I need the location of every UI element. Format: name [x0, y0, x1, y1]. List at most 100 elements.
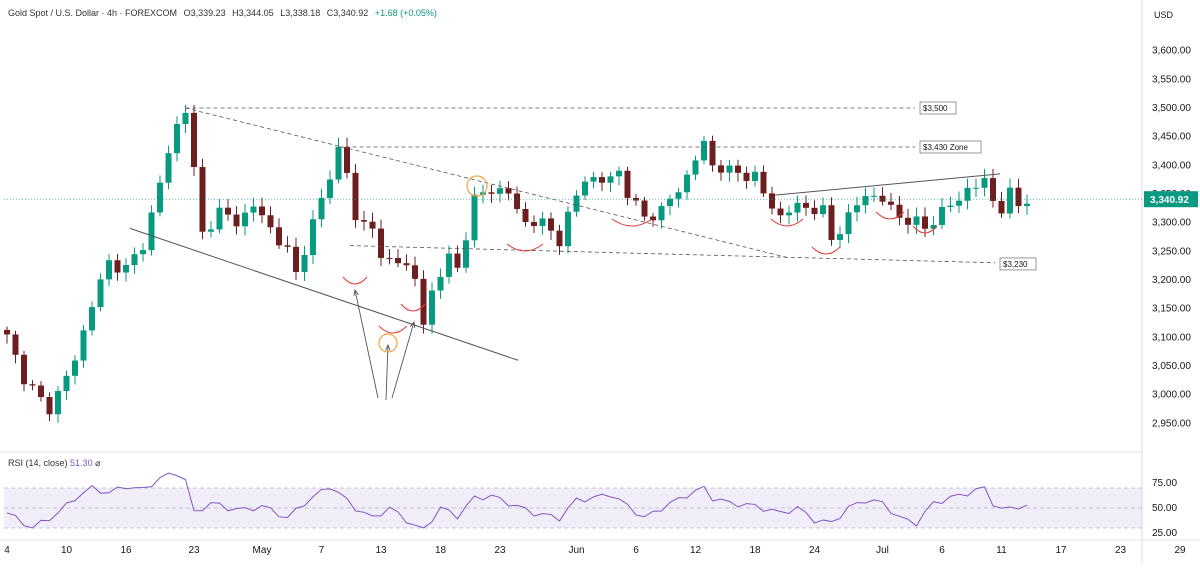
- y-tick-label: 3,550.00: [1152, 74, 1191, 85]
- x-tick-label: Jul: [876, 545, 889, 556]
- candle-body: [131, 254, 138, 266]
- candle-body: [267, 215, 274, 228]
- candle-body: [4, 329, 10, 335]
- candle-body: [718, 165, 724, 173]
- candle-body: [641, 200, 648, 217]
- rsi-tick-label: 50.00: [1152, 503, 1177, 514]
- candle-body: [820, 205, 826, 215]
- candle-body: [531, 222, 537, 226]
- y-tick-label: 3,000.00: [1152, 390, 1191, 401]
- candle-body: [905, 217, 911, 225]
- arrow-shaft: [354, 289, 379, 399]
- candle-body: [633, 197, 639, 201]
- x-tick-label: 23: [1115, 545, 1127, 556]
- annotation-box: [919, 140, 982, 154]
- candle-body: [216, 207, 223, 230]
- rsi-tick-label: 75.00: [1152, 478, 1177, 489]
- symbol-label: Gold Spot / U.S. Dollar · 4h · FOREXCOM: [8, 8, 178, 18]
- candle-body: [896, 204, 903, 218]
- candle-body: [675, 192, 682, 199]
- candle-body: [386, 257, 393, 259]
- bottom-arc: [506, 243, 544, 252]
- candle-body: [395, 257, 401, 264]
- candle-body: [242, 212, 248, 227]
- candle-body: [837, 234, 843, 240]
- candle-body: [786, 212, 792, 216]
- candle-body: [777, 208, 784, 216]
- candle-body: [854, 205, 860, 213]
- annotation-text: $3,430 Zone: [923, 143, 968, 152]
- candle-body: [123, 265, 129, 273]
- ohlc-high: H3,344.05: [232, 8, 274, 18]
- rsi-header[interactable]: RSI (14, close) 51.30 ⌀: [8, 458, 101, 469]
- candle-body: [667, 198, 673, 207]
- candle-body: [225, 207, 231, 215]
- x-tick-label: 4: [4, 545, 10, 556]
- settings-icon[interactable]: ⌀: [95, 458, 101, 468]
- rsi-line: [6, 472, 1028, 529]
- y-tick-label: 3,300.00: [1152, 218, 1191, 229]
- candle-body: [845, 212, 852, 235]
- candle-body: [182, 112, 189, 125]
- candles-group: [4, 104, 1030, 423]
- candle-body: [624, 170, 631, 198]
- x-tick-label: 10: [61, 545, 73, 556]
- x-tick-label: 6: [939, 545, 945, 556]
- candle-body: [361, 220, 367, 222]
- annotation-label: $3,430 Zone: [919, 140, 982, 154]
- candle-body: [956, 200, 962, 206]
- x-tick-label: Jun: [568, 545, 584, 556]
- currency-label: USD: [1154, 10, 1174, 20]
- candle-body: [412, 265, 418, 279]
- y-tick-label: 3,450.00: [1152, 132, 1191, 143]
- candle-body: [556, 230, 563, 247]
- bottom-arc: [875, 211, 905, 220]
- candle-body: [505, 188, 512, 194]
- candle-body: [106, 260, 112, 280]
- candle-body: [658, 206, 665, 221]
- rsi-label: RSI (14, close): [8, 458, 68, 468]
- highlight-ring: [466, 175, 488, 197]
- candle-body: [318, 197, 325, 220]
- y-tick-label: 2,950.00: [1152, 418, 1191, 429]
- candle-body: [497, 188, 503, 194]
- annotation-text: $3,500: [923, 104, 948, 113]
- candle-body: [140, 250, 146, 255]
- candle-body: [990, 178, 996, 201]
- candle-body: [327, 179, 333, 198]
- candle-body: [114, 260, 121, 273]
- candle-body: [998, 200, 1005, 214]
- candle-body: [63, 375, 70, 392]
- x-tick-label: 23: [188, 545, 200, 556]
- candle-body: [514, 193, 520, 209]
- candle-body: [89, 307, 95, 331]
- candle-body: [378, 228, 384, 258]
- candle-body: [157, 182, 163, 213]
- candle-body: [811, 207, 818, 215]
- candle-body: [369, 221, 376, 229]
- candle-body: [352, 172, 359, 221]
- candle-body: [599, 177, 605, 183]
- symbol-header[interactable]: Gold Spot / U.S. Dollar · 4h · FOREXCOM …: [8, 8, 441, 18]
- x-tick-label: 29: [1174, 545, 1186, 556]
- x-tick-label: 12: [690, 545, 702, 556]
- bottom-arc: [770, 218, 804, 227]
- annotation-label: $3,230: [999, 257, 1037, 271]
- candle-body: [284, 245, 291, 247]
- candle-body: [12, 334, 19, 355]
- candle-body: [454, 253, 461, 268]
- candle-body: [828, 205, 835, 240]
- y-tick-label: 3,400.00: [1152, 160, 1191, 171]
- candle-body: [947, 205, 954, 207]
- candle-body: [684, 174, 690, 193]
- candle-body: [471, 194, 478, 241]
- y-tick-label: 3,200.00: [1152, 275, 1191, 286]
- candle-body: [582, 181, 588, 196]
- x-tick-label: 16: [120, 545, 132, 556]
- change-value: +1.68 (+0.05%): [374, 8, 437, 18]
- candle-body: [29, 384, 36, 386]
- x-tick-label: 6: [633, 545, 639, 556]
- candle-body: [446, 253, 452, 277]
